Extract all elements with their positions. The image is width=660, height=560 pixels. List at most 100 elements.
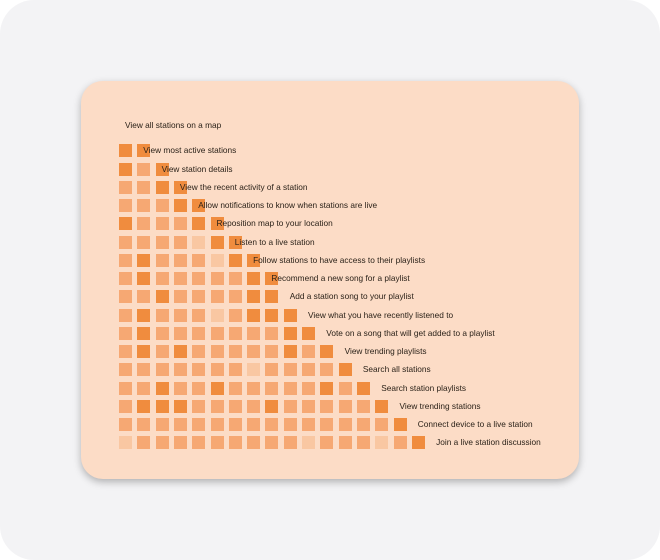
matrix-cell-r14-c9 — [265, 363, 279, 377]
matrix-cell-r12-c2 — [137, 326, 151, 340]
row-label-17: Connect device to a live station — [417, 419, 533, 429]
matrix-cell-r16-c5 — [192, 399, 206, 413]
matrix-cell-r6-c5 — [192, 217, 206, 231]
matrix-cell-r4-c4 — [173, 180, 187, 194]
row-label-16: View trending stations — [399, 400, 481, 411]
matrix-cell-r9-c2 — [137, 272, 151, 285]
matrix-cell-r18-c16 — [393, 436, 407, 450]
matrix-cell-r15-c4 — [173, 381, 187, 395]
matrix-cell-r4-c3 — [155, 180, 169, 194]
matrix-cell-r13-c7 — [228, 345, 242, 358]
matrix-cell-r18-c5 — [192, 436, 206, 450]
matrix-cell-r15-c9 — [265, 381, 279, 395]
matrix-cell-r13-c6 — [210, 345, 224, 358]
matrix-cell-r11-c6 — [210, 308, 224, 322]
matrix-cell-r12-c10 — [283, 326, 297, 340]
matrix-cell-r16-c4 — [173, 399, 187, 413]
matrix-cell-r12-c11 — [302, 326, 315, 340]
matrix-cell-r11-c7 — [228, 308, 242, 322]
matrix-cell-r18-c13 — [338, 436, 352, 450]
matrix-cell-r17-c7 — [228, 418, 242, 431]
matrix-cell-r16-c10 — [283, 399, 297, 413]
matrix-cell-r12-c9 — [265, 326, 279, 340]
matrix-cell-r12-c1 — [119, 326, 132, 340]
matrix-cell-r11-c3 — [155, 308, 169, 322]
matrix-cell-r16-c3 — [155, 399, 169, 413]
matrix-cell-r14-c11 — [302, 363, 315, 377]
matrix-cell-r7-c6 — [210, 235, 224, 249]
matrix-cell-r18-c15 — [375, 436, 389, 450]
matrix-cell-r8-c2 — [137, 253, 151, 267]
matrix-cell-r13-c5 — [192, 345, 206, 358]
matrix-cell-r13-c12 — [320, 345, 334, 358]
row-label-15: Search station playlists — [381, 382, 467, 393]
matrix-cell-r9-c5 — [192, 272, 206, 285]
matrix-cell-r8-c3 — [155, 253, 169, 267]
matrix-cell-r4-c1 — [119, 180, 132, 194]
matrix-cell-r8-c7 — [228, 253, 242, 267]
row-label-10: Add a station song to your playlist — [289, 291, 414, 302]
matrix-cell-r15-c12 — [320, 381, 334, 395]
matrix-cell-r10-c5 — [192, 290, 206, 304]
matrix-cell-r11-c4 — [173, 308, 187, 322]
matrix-cell-r10-c9 — [265, 290, 279, 304]
matrix-cell-r16-c12 — [320, 399, 334, 413]
matrix-cell-r12-c5 — [192, 326, 206, 340]
matrix-cell-r14-c6 — [210, 363, 224, 377]
matrix-cell-r11-c10 — [283, 308, 297, 322]
matrix-cell-r17-c14 — [356, 418, 370, 431]
matrix-cell-r18-c3 — [155, 436, 169, 450]
matrix-cell-r17-c13 — [338, 418, 352, 431]
matrix-cell-r8-c4 — [173, 253, 187, 267]
matrix-cell-r6-c2 — [137, 217, 151, 231]
matrix-cell-r6-c3 — [155, 217, 169, 231]
matrix-cell-r11-c5 — [192, 308, 206, 322]
matrix-cell-r18-c2 — [137, 436, 151, 450]
matrix-cell-r6-c1 — [119, 217, 132, 231]
matrix-cell-r11-c9 — [265, 308, 279, 322]
matrix-cell-r15-c1 — [119, 381, 132, 395]
matrix-cell-r17-c10 — [283, 418, 297, 431]
matrix-cell-r15-c13 — [338, 381, 352, 395]
matrix-cell-r5-c2 — [137, 199, 151, 212]
matrix-cell-r17-c4 — [173, 418, 187, 431]
matrix-cell-r9-c7 — [228, 272, 242, 285]
matrix-cell-r3-c3 — [155, 162, 169, 176]
matrix-cell-r16-c7 — [228, 399, 242, 413]
matrix-cell-r15-c10 — [283, 381, 297, 395]
row-label-7: Listen to a live station — [234, 236, 315, 247]
matrix-cell-r12-c3 — [155, 326, 169, 340]
matrix-cell-r13-c8 — [247, 345, 261, 358]
matrix-cell-r15-c3 — [155, 381, 169, 395]
matrix-cell-r17-c1 — [119, 418, 132, 431]
matrix-cell-r18-c14 — [356, 436, 370, 450]
matrix-cell-r5-c3 — [155, 199, 169, 212]
matrix-cell-r10-c4 — [173, 290, 187, 304]
matrix-cell-r15-c6 — [210, 381, 224, 395]
matrix-cell-r9-c6 — [210, 272, 224, 285]
matrix-cell-r4-c2 — [137, 180, 151, 194]
matrix-cell-r10-c2 — [137, 290, 151, 304]
matrix-cell-r13-c4 — [173, 345, 187, 358]
matrix-cell-r14-c10 — [283, 363, 297, 377]
matrix-cell-r14-c5 — [192, 363, 206, 377]
matrix-cell-r13-c9 — [265, 345, 279, 358]
matrix-cell-r12-c6 — [210, 326, 224, 340]
matrix-cell-r8-c1 — [119, 253, 132, 267]
row-label-9: Recommend a new song for a playlist — [271, 273, 410, 283]
matrix-cell-r9-c1 — [119, 272, 132, 285]
matrix-cell-r7-c3 — [155, 235, 169, 249]
matrix-cell-r11-c1 — [119, 308, 132, 322]
matrix-cell-r12-c7 — [228, 326, 242, 340]
matrix-cell-r7-c5 — [192, 235, 206, 249]
matrix-cell-r7-c2 — [137, 235, 151, 249]
matrix-cell-r11-c2 — [137, 308, 151, 322]
matrix-cell-r16-c11 — [302, 399, 315, 413]
matrix-cell-r8-c8 — [247, 253, 261, 267]
matrix-cell-r14-c3 — [155, 363, 169, 377]
row-label-12: Vote on a song that will get added to a … — [326, 327, 495, 338]
matrix-cell-r6-c4 — [173, 217, 187, 231]
row-label-14: Search all stations — [362, 364, 431, 375]
matrix-cell-r5-c5 — [192, 199, 206, 212]
